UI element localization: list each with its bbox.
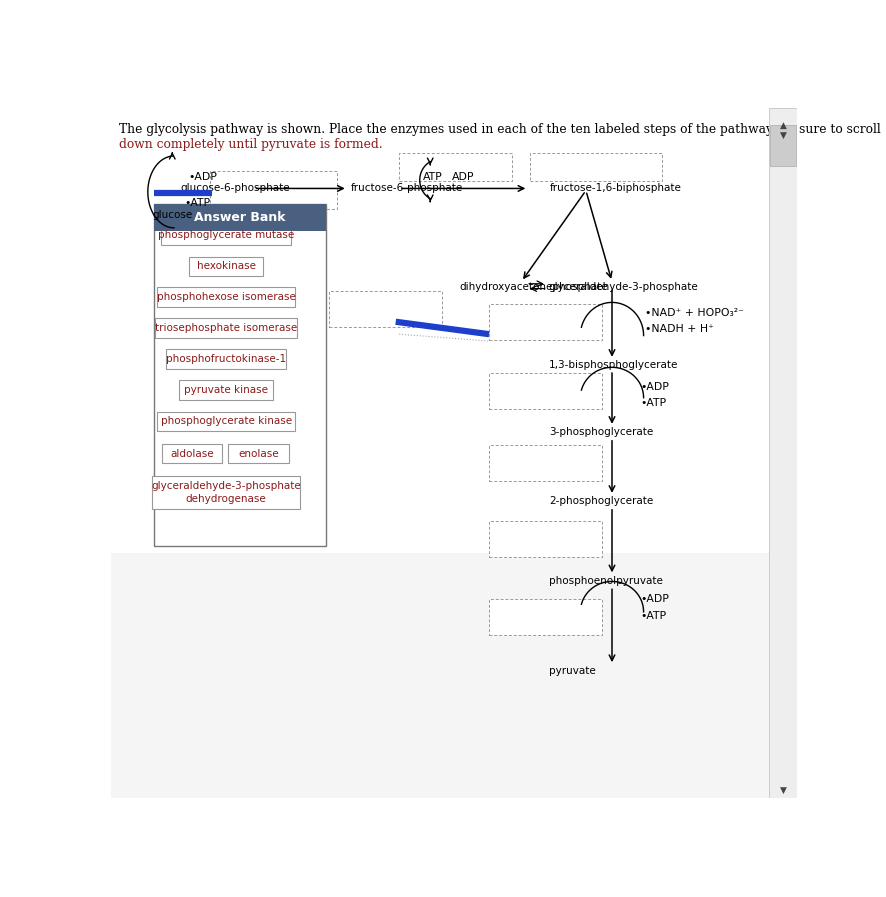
Text: •ATP: •ATP bbox=[184, 198, 210, 208]
Bar bbox=[399, 153, 512, 181]
Text: 3-phosphoglycerate: 3-phosphoglycerate bbox=[548, 427, 653, 437]
Bar bbox=[489, 304, 602, 340]
Text: phosphofructokinase-1: phosphofructokinase-1 bbox=[166, 354, 286, 364]
Bar bbox=[329, 292, 442, 327]
Bar bbox=[489, 445, 602, 481]
Text: •NADH + H⁺: •NADH + H⁺ bbox=[645, 325, 714, 335]
Text: phosphoglycerate mutase: phosphoglycerate mutase bbox=[158, 231, 294, 240]
Bar bbox=[161, 444, 222, 464]
Text: fructose-6-phosphate: fructose-6-phosphate bbox=[350, 184, 462, 194]
Text: •ADP: •ADP bbox=[189, 171, 217, 182]
Bar bbox=[489, 520, 602, 556]
Text: pyruvate: pyruvate bbox=[548, 666, 595, 675]
Bar bbox=[161, 226, 291, 245]
Text: •ADP: •ADP bbox=[641, 595, 670, 605]
Bar bbox=[152, 475, 300, 509]
Text: Answer Bank: Answer Bank bbox=[194, 211, 285, 224]
Text: enolase: enolase bbox=[238, 448, 279, 458]
Bar bbox=[210, 171, 338, 209]
Bar bbox=[770, 125, 796, 166]
Text: 2-phosphoglycerate: 2-phosphoglycerate bbox=[548, 496, 653, 506]
Bar bbox=[229, 444, 289, 464]
Bar bbox=[768, 108, 797, 798]
Bar bbox=[179, 380, 274, 400]
Bar bbox=[489, 373, 602, 409]
Text: glyceraldehyde-3-phosphate
dehydrogenase: glyceraldehyde-3-phosphate dehydrogenase bbox=[152, 481, 301, 503]
Text: dihydroxyacetonephosphate: dihydroxyacetonephosphate bbox=[460, 282, 608, 292]
Bar bbox=[154, 205, 326, 231]
Bar bbox=[155, 318, 297, 337]
Text: fructose-1,6-biphosphate: fructose-1,6-biphosphate bbox=[550, 184, 682, 194]
Text: ADP: ADP bbox=[452, 171, 475, 182]
Text: ATP: ATP bbox=[424, 171, 443, 182]
Bar bbox=[111, 553, 768, 798]
Text: triosephosphate isomerase: triosephosphate isomerase bbox=[155, 323, 297, 333]
Text: ▲: ▲ bbox=[780, 120, 787, 129]
Text: •ADP: •ADP bbox=[641, 382, 670, 392]
Text: pyruvate kinase: pyruvate kinase bbox=[184, 385, 268, 396]
Bar bbox=[530, 153, 662, 181]
Text: glucose: glucose bbox=[152, 210, 192, 220]
Text: phosphohexose isomerase: phosphohexose isomerase bbox=[157, 292, 296, 302]
Bar bbox=[489, 599, 602, 635]
Bar bbox=[158, 412, 295, 431]
Text: •ATP: •ATP bbox=[641, 611, 667, 621]
Text: The glycolysis pathway is shown. Place the enzymes used in each of the ten label: The glycolysis pathway is shown. Place t… bbox=[119, 123, 881, 135]
Text: 1,3-bisphosphoglycerate: 1,3-bisphosphoglycerate bbox=[548, 361, 678, 370]
Bar bbox=[154, 205, 326, 546]
Text: ▼: ▼ bbox=[780, 786, 787, 795]
Text: •NAD⁺ + HOPO₃²⁻: •NAD⁺ + HOPO₃²⁻ bbox=[645, 308, 744, 318]
Text: •ATP: •ATP bbox=[641, 398, 667, 408]
Text: glucose-6-phosphate: glucose-6-phosphate bbox=[181, 184, 291, 194]
Text: ▼: ▼ bbox=[780, 131, 787, 140]
Text: phosphoenolpyruvate: phosphoenolpyruvate bbox=[548, 576, 663, 586]
Text: down completely until pyruvate is formed.: down completely until pyruvate is formed… bbox=[119, 138, 383, 151]
Text: hexokinase: hexokinase bbox=[197, 262, 255, 272]
Bar bbox=[166, 349, 286, 369]
Bar bbox=[189, 257, 263, 276]
Text: glyceraldehyde-3-phosphate: glyceraldehyde-3-phosphate bbox=[548, 282, 698, 292]
Text: aldolase: aldolase bbox=[170, 448, 214, 458]
Text: phosphoglycerate kinase: phosphoglycerate kinase bbox=[160, 416, 291, 426]
Bar bbox=[158, 287, 295, 307]
